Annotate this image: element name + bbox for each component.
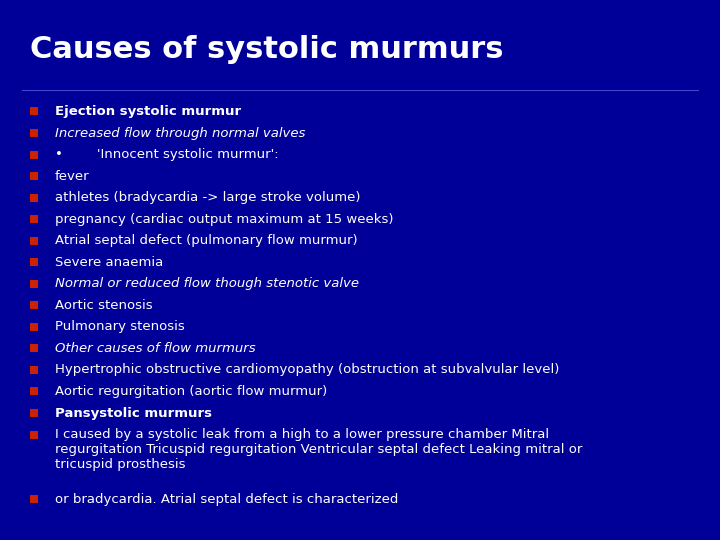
Text: Increased flow through normal valves: Increased flow through normal valves [55,126,305,139]
Text: I caused by a systolic leak from a high to a lower pressure chamber Mitral
regur: I caused by a systolic leak from a high … [55,428,582,471]
Text: fever: fever [55,170,89,183]
Text: Pansystolic murmurs: Pansystolic murmurs [55,407,212,420]
Text: Normal or reduced flow though stenotic valve: Normal or reduced flow though stenotic v… [55,278,359,291]
FancyBboxPatch shape [30,129,38,137]
FancyBboxPatch shape [30,194,38,201]
FancyBboxPatch shape [30,345,38,353]
FancyBboxPatch shape [30,366,38,374]
Text: Pulmonary stenosis: Pulmonary stenosis [55,320,185,333]
FancyBboxPatch shape [30,237,38,245]
FancyBboxPatch shape [30,323,38,331]
Text: Hypertrophic obstructive cardiomyopathy (obstruction at subvalvular level): Hypertrophic obstructive cardiomyopathy … [55,363,559,376]
Text: •        'Innocent systolic murmur':: • 'Innocent systolic murmur': [55,148,279,161]
FancyBboxPatch shape [30,280,38,288]
Text: or bradycardia. Atrial septal defect is characterized: or bradycardia. Atrial septal defect is … [55,492,398,505]
Text: Aortic stenosis: Aortic stenosis [55,299,153,312]
Text: Atrial septal defect (pulmonary flow murmur): Atrial septal defect (pulmonary flow mur… [55,234,358,247]
FancyBboxPatch shape [30,107,38,116]
Text: athletes (bradycardia -> large stroke volume): athletes (bradycardia -> large stroke vo… [55,191,361,204]
Text: Ejection systolic murmur: Ejection systolic murmur [55,105,241,118]
Text: pregnancy (cardiac output maximum at 15 weeks): pregnancy (cardiac output maximum at 15 … [55,213,394,226]
FancyBboxPatch shape [30,495,38,503]
FancyBboxPatch shape [30,151,38,159]
Text: Aortic regurgitation (aortic flow murmur): Aortic regurgitation (aortic flow murmur… [55,385,328,398]
FancyBboxPatch shape [30,388,38,395]
FancyBboxPatch shape [30,301,38,309]
FancyBboxPatch shape [30,172,38,180]
Text: Severe anaemia: Severe anaemia [55,256,163,269]
Text: Other causes of flow murmurs: Other causes of flow murmurs [55,342,256,355]
Text: Causes of systolic murmurs: Causes of systolic murmurs [30,36,503,64]
FancyBboxPatch shape [30,258,38,266]
FancyBboxPatch shape [30,409,38,417]
FancyBboxPatch shape [30,430,38,438]
FancyBboxPatch shape [30,215,38,223]
